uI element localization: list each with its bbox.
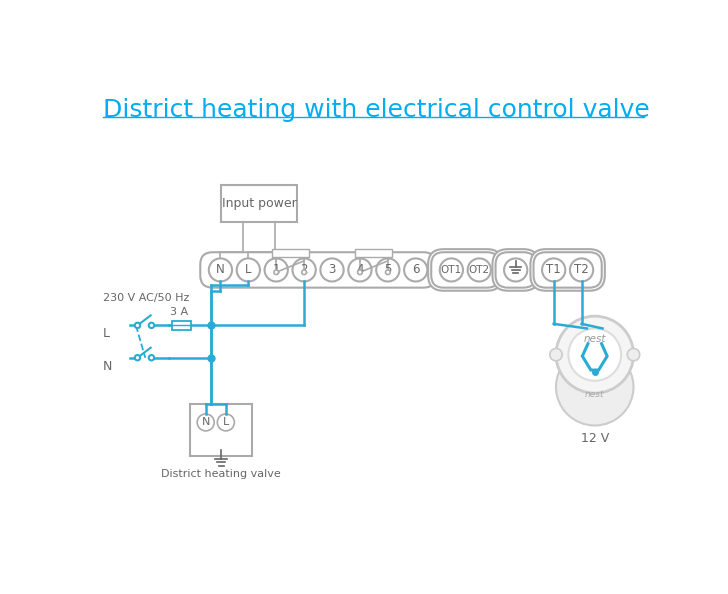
Circle shape [264,258,288,282]
Bar [190,404,252,456]
Circle shape [504,258,527,282]
Circle shape [570,258,593,282]
Circle shape [542,258,566,282]
Text: OT1: OT1 [441,265,462,275]
Circle shape [376,258,400,282]
Circle shape [135,355,141,361]
Bar [355,249,392,257]
Circle shape [556,349,633,425]
FancyBboxPatch shape [200,252,436,287]
Text: Input power: Input power [222,197,296,210]
Circle shape [149,323,154,328]
Circle shape [440,258,463,282]
Circle shape [357,270,363,274]
Text: L: L [223,418,229,428]
Circle shape [274,270,279,274]
Circle shape [302,270,306,274]
Text: N: N [216,264,225,276]
FancyBboxPatch shape [492,249,539,290]
Circle shape [237,258,260,282]
FancyBboxPatch shape [534,252,602,287]
Bar [173,321,191,330]
Circle shape [135,323,141,328]
FancyBboxPatch shape [428,249,502,290]
Text: 3: 3 [328,264,336,276]
Text: District heating with electrical control valve: District heating with electrical control… [103,98,649,122]
Circle shape [209,258,232,282]
Text: T2: T2 [574,264,589,276]
Circle shape [569,328,621,381]
Text: 12 V: 12 V [581,432,609,445]
Circle shape [556,316,633,393]
Text: N: N [202,418,210,428]
Text: 6: 6 [412,264,419,276]
Text: 5: 5 [384,264,392,276]
Text: L: L [245,264,252,276]
Circle shape [386,270,390,274]
Circle shape [149,355,154,361]
Text: nest: nest [585,390,604,399]
Circle shape [628,349,640,361]
Circle shape [197,414,214,431]
Text: 230 V AC/50 Hz: 230 V AC/50 Hz [103,293,189,304]
FancyBboxPatch shape [431,252,499,287]
Bar [221,185,297,222]
Text: 2: 2 [301,264,308,276]
Circle shape [550,349,562,361]
Circle shape [320,258,344,282]
FancyBboxPatch shape [531,249,605,290]
Text: 1: 1 [272,264,280,276]
Circle shape [348,258,371,282]
Circle shape [404,258,427,282]
Text: N: N [103,360,112,372]
FancyBboxPatch shape [496,252,536,287]
Bar [272,249,309,257]
Text: OT2: OT2 [469,265,490,275]
Text: 3 A: 3 A [170,307,188,317]
Circle shape [293,258,316,282]
Circle shape [467,258,491,282]
Text: nest: nest [584,334,606,345]
Text: L: L [103,327,110,340]
Circle shape [218,414,234,431]
Text: T1: T1 [546,264,561,276]
Text: District heating valve: District heating valve [162,469,281,479]
Text: 4: 4 [356,264,364,276]
